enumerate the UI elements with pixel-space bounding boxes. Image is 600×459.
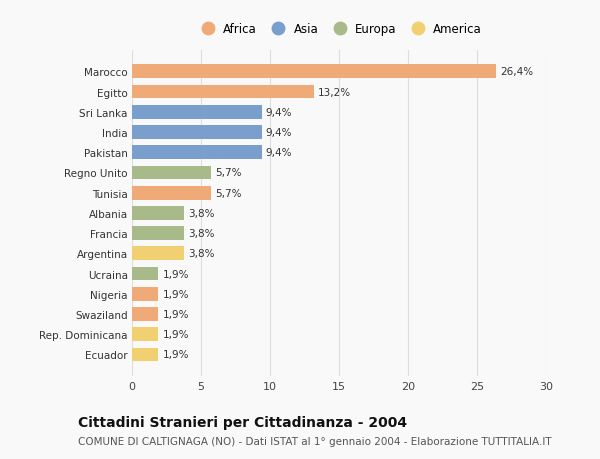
Bar [132, 227, 184, 241]
Text: 9,4%: 9,4% [266, 148, 292, 158]
Text: Cittadini Stranieri per Cittadinanza - 2004: Cittadini Stranieri per Cittadinanza - 2… [78, 415, 407, 429]
Bar [132, 328, 158, 341]
Text: 1,9%: 1,9% [163, 309, 189, 319]
Text: 1,9%: 1,9% [163, 289, 189, 299]
Text: 1,9%: 1,9% [163, 330, 189, 340]
Bar [132, 207, 184, 220]
Text: 3,8%: 3,8% [188, 249, 215, 259]
Bar [132, 186, 211, 200]
Legend: Africa, Asia, Europa, America: Africa, Asia, Europa, America [194, 21, 484, 38]
Text: 26,4%: 26,4% [500, 67, 533, 77]
Text: 9,4%: 9,4% [266, 128, 292, 138]
Bar [132, 267, 158, 281]
Text: 5,7%: 5,7% [215, 168, 241, 178]
Bar [132, 146, 262, 160]
Text: 9,4%: 9,4% [266, 107, 292, 118]
Text: 3,8%: 3,8% [188, 208, 215, 218]
Text: 13,2%: 13,2% [318, 87, 352, 97]
Bar [132, 287, 158, 301]
Bar [132, 65, 496, 79]
Bar [132, 126, 262, 140]
Bar [132, 85, 314, 99]
Bar [132, 106, 262, 119]
Text: 5,7%: 5,7% [215, 188, 241, 198]
Bar [132, 348, 158, 362]
Text: 3,8%: 3,8% [188, 229, 215, 239]
Bar [132, 308, 158, 321]
Bar [132, 247, 184, 261]
Text: COMUNE DI CALTIGNAGA (NO) - Dati ISTAT al 1° gennaio 2004 - Elaborazione TUTTITA: COMUNE DI CALTIGNAGA (NO) - Dati ISTAT a… [78, 436, 551, 446]
Bar [132, 166, 211, 180]
Text: 1,9%: 1,9% [163, 269, 189, 279]
Text: 1,9%: 1,9% [163, 350, 189, 360]
